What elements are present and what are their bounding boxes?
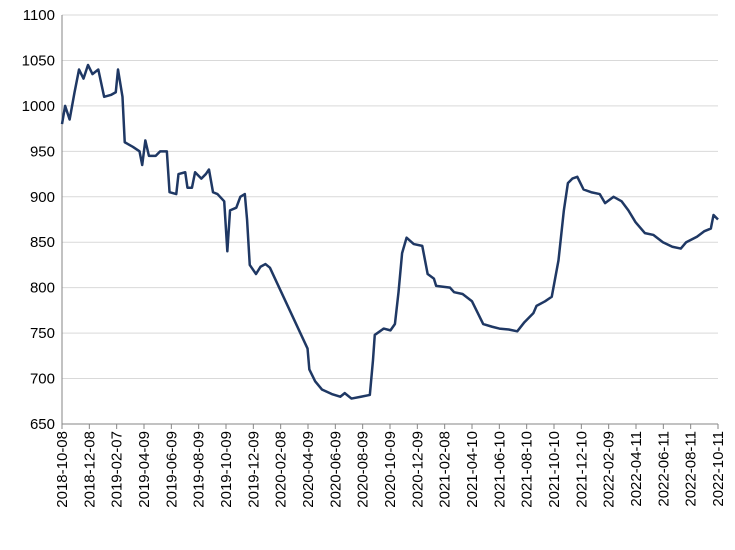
x-tick-label: 2020-12-09 [409, 431, 426, 508]
x-tick-label: 2019-06-09 [163, 431, 180, 508]
x-tick-label: 2019-08-09 [191, 431, 208, 508]
x-tick-label: 2020-02-08 [273, 431, 290, 508]
y-tick-label: 1100 [23, 7, 55, 24]
x-tick-label: 2020-10-09 [382, 431, 399, 508]
x-tick-label: 2019-04-09 [136, 431, 153, 508]
data-line [60, 63, 719, 400]
y-tick-label: 1050 [22, 52, 55, 69]
x-tick-label: 2019-12-09 [245, 431, 262, 508]
y-tick-label: 800 [30, 280, 55, 297]
x-tick-label: 2020-04-09 [300, 431, 317, 508]
y-tick-label: 650 [30, 416, 55, 433]
y-tick-label: 900 [30, 189, 55, 206]
x-tick-label: 2022-08-11 [683, 431, 700, 507]
x-tick-label: 2022-02-09 [601, 431, 618, 508]
x-tick-label: 2020-06-09 [327, 431, 344, 508]
x-tick-label: 2021-04-10 [464, 431, 481, 508]
y-tick-label: 700 [30, 371, 55, 388]
x-tick-label: 2022-06-11 [655, 431, 672, 507]
y-tick-label: 1000 [22, 98, 55, 115]
x-tick-label: 2021-12-10 [573, 431, 590, 508]
x-tick-label: 2022-10-11 [710, 431, 727, 507]
y-tick-label: 950 [30, 143, 55, 160]
x-tick-label: 2019-10-09 [218, 431, 235, 508]
y-tick-label: 750 [30, 325, 55, 342]
x-tick-label: 2018-10-08 [54, 431, 71, 508]
x-tick-label: 2022-04-11 [628, 431, 645, 507]
x-tick-label: 2019-02-07 [109, 431, 126, 508]
x-tick-label: 2021-08-10 [519, 431, 536, 508]
y-tick-label: 850 [30, 234, 55, 251]
x-tick-label: 2021-10-10 [546, 431, 563, 508]
x-tick-label: 2021-02-08 [437, 431, 454, 508]
x-tick-label: 2018-12-08 [81, 431, 98, 508]
x-tick-label: 2020-08-09 [355, 431, 372, 508]
x-tick-label: 2021-06-10 [491, 431, 508, 508]
